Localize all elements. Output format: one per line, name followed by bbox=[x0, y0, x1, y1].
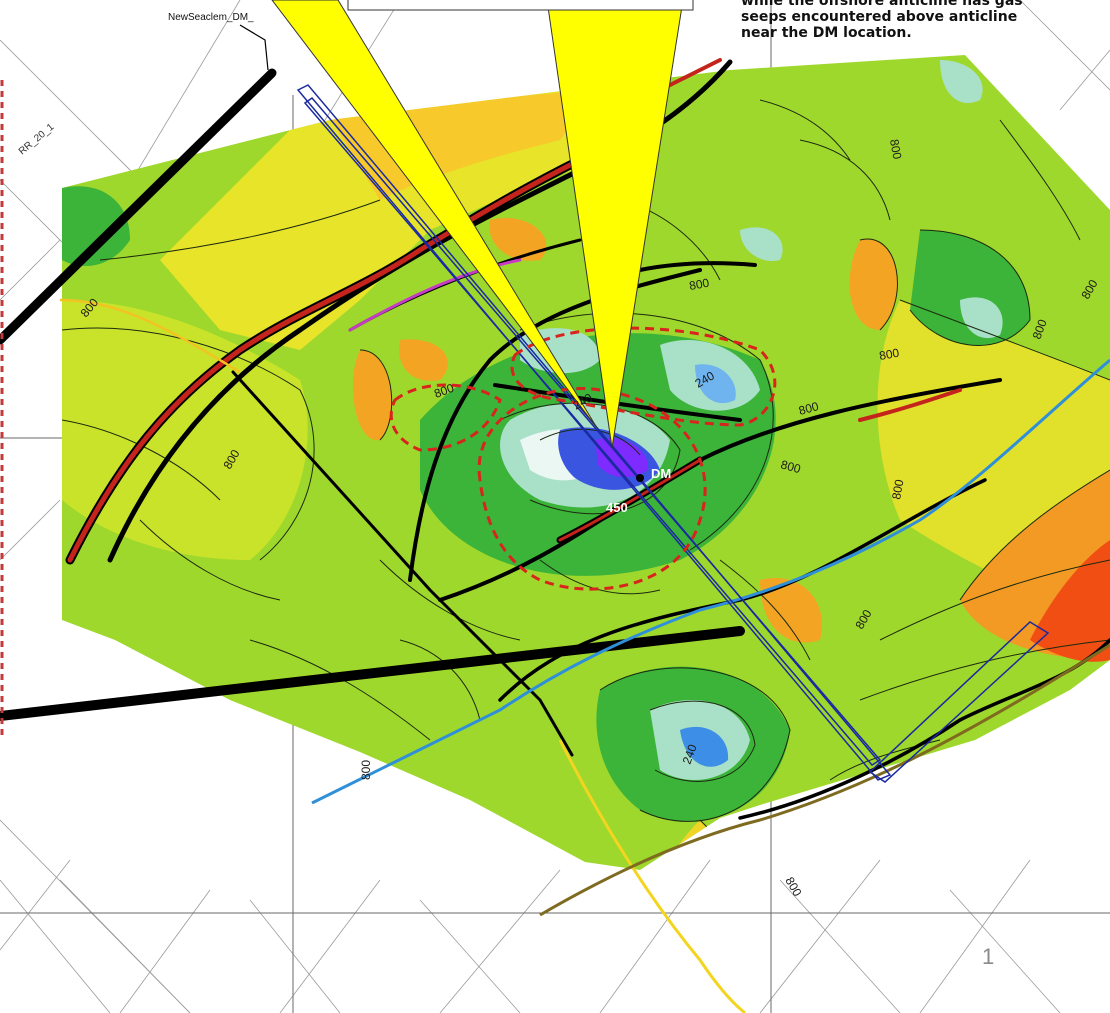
zone-light-nmid bbox=[740, 227, 783, 261]
annotation-text: while the offshore anticline has gas see… bbox=[741, 0, 1110, 41]
road-yellow bbox=[59, 298, 241, 374]
contour-lines bbox=[62, 99, 1110, 870]
contour-label: 800 bbox=[359, 760, 373, 780]
contour-label: 800 bbox=[797, 399, 820, 418]
contour-label: 800 bbox=[878, 346, 900, 363]
road-olive bbox=[539, 643, 1110, 917]
river-blue bbox=[311, 358, 1110, 805]
contour-label: 800 bbox=[1030, 317, 1050, 341]
zone-orange-mid bbox=[760, 578, 822, 643]
contour-label: 800 bbox=[887, 138, 904, 160]
fault-diag-sw bbox=[231, 370, 574, 757]
thrust-west-red bbox=[67, 157, 583, 563]
seismic-line-label: NewSeaclem_DM_ bbox=[168, 12, 254, 23]
zone-green-se bbox=[796, 818, 839, 870]
zone-light-top bbox=[940, 60, 983, 104]
page-number: 1 bbox=[982, 944, 995, 969]
callout-box-edge bbox=[347, 0, 694, 11]
contour-label: 800 bbox=[432, 381, 456, 401]
prospect-central bbox=[477, 387, 707, 591]
zone-orange-nw1 bbox=[352, 350, 392, 441]
thrust-east-red bbox=[858, 388, 962, 422]
zone-yellow-west bbox=[62, 300, 308, 560]
prospect-ne bbox=[510, 326, 777, 427]
fault-north-west bbox=[0, 68, 277, 345]
zone-red-east bbox=[1030, 540, 1110, 662]
annotation-line: while the offshore anticline has gas bbox=[741, 0, 1023, 9]
core-blue-ne bbox=[695, 364, 736, 404]
callout-wedge-small bbox=[271, 0, 598, 429]
zone-orange-ne bbox=[849, 239, 898, 330]
zone-green-nw bbox=[62, 186, 130, 266]
zone-orange-center bbox=[399, 339, 448, 381]
core-blue-south bbox=[680, 726, 729, 767]
prospect-outlines bbox=[389, 326, 777, 591]
edge-label: RR_20_1 bbox=[17, 121, 57, 157]
road-yellow-south bbox=[558, 739, 746, 1013]
thrust-faults bbox=[65, 58, 962, 565]
zone-orange-nw2 bbox=[489, 218, 547, 261]
thrust-center-red-inner bbox=[558, 458, 702, 542]
thrust-pink bbox=[348, 258, 522, 332]
well-label: DM bbox=[651, 466, 671, 481]
zone-light-ne2 bbox=[960, 297, 1003, 339]
contour-label: 800 bbox=[779, 457, 802, 476]
seismic-line-leader bbox=[239, 24, 269, 71]
contour-label: 800 bbox=[889, 478, 906, 500]
annotation-line: near the DM location. bbox=[741, 25, 912, 41]
callout bbox=[271, 0, 694, 449]
fault-ne-short bbox=[638, 261, 757, 272]
contour-label: 800 bbox=[688, 276, 710, 293]
contour-label: 450 bbox=[606, 500, 628, 515]
contour-label: 800 bbox=[782, 875, 804, 900]
fault-center-short bbox=[493, 383, 742, 422]
annotation-line: seeps encountered above anticline bbox=[741, 9, 1018, 25]
callout-wedge-large bbox=[546, 0, 684, 449]
contour-label: 240 bbox=[680, 742, 700, 766]
well-marker bbox=[636, 474, 644, 482]
prospect-west bbox=[389, 383, 502, 452]
